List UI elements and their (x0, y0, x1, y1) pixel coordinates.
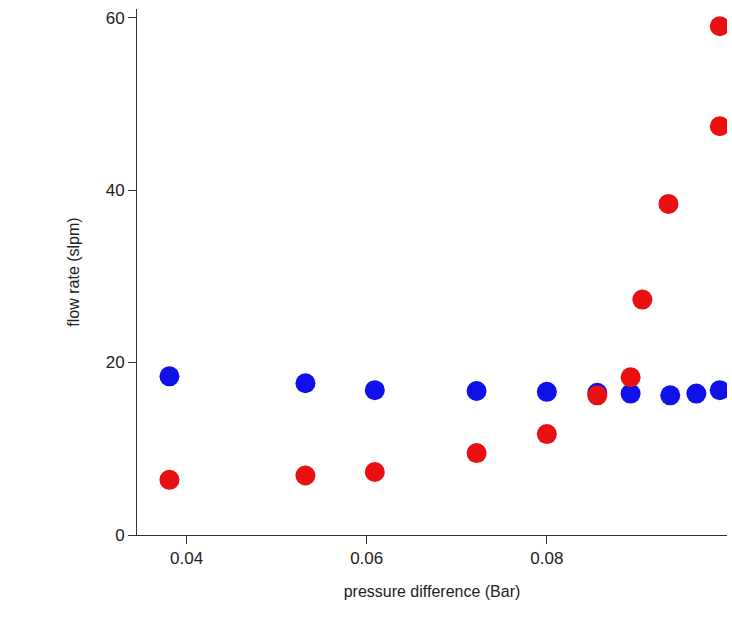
svg-text:0.08: 0.08 (530, 549, 563, 568)
svg-text:pressure difference (Bar): pressure difference (Bar) (344, 583, 521, 600)
svg-text:0.06: 0.06 (350, 549, 383, 568)
svg-text:flow rate (slpm): flow rate (slpm) (65, 217, 82, 326)
svg-text:40: 40 (106, 181, 125, 200)
svg-text:60: 60 (106, 9, 125, 28)
svg-text:0.04: 0.04 (170, 549, 203, 568)
svg-text:20: 20 (106, 353, 125, 372)
svg-text:0: 0 (115, 526, 124, 545)
